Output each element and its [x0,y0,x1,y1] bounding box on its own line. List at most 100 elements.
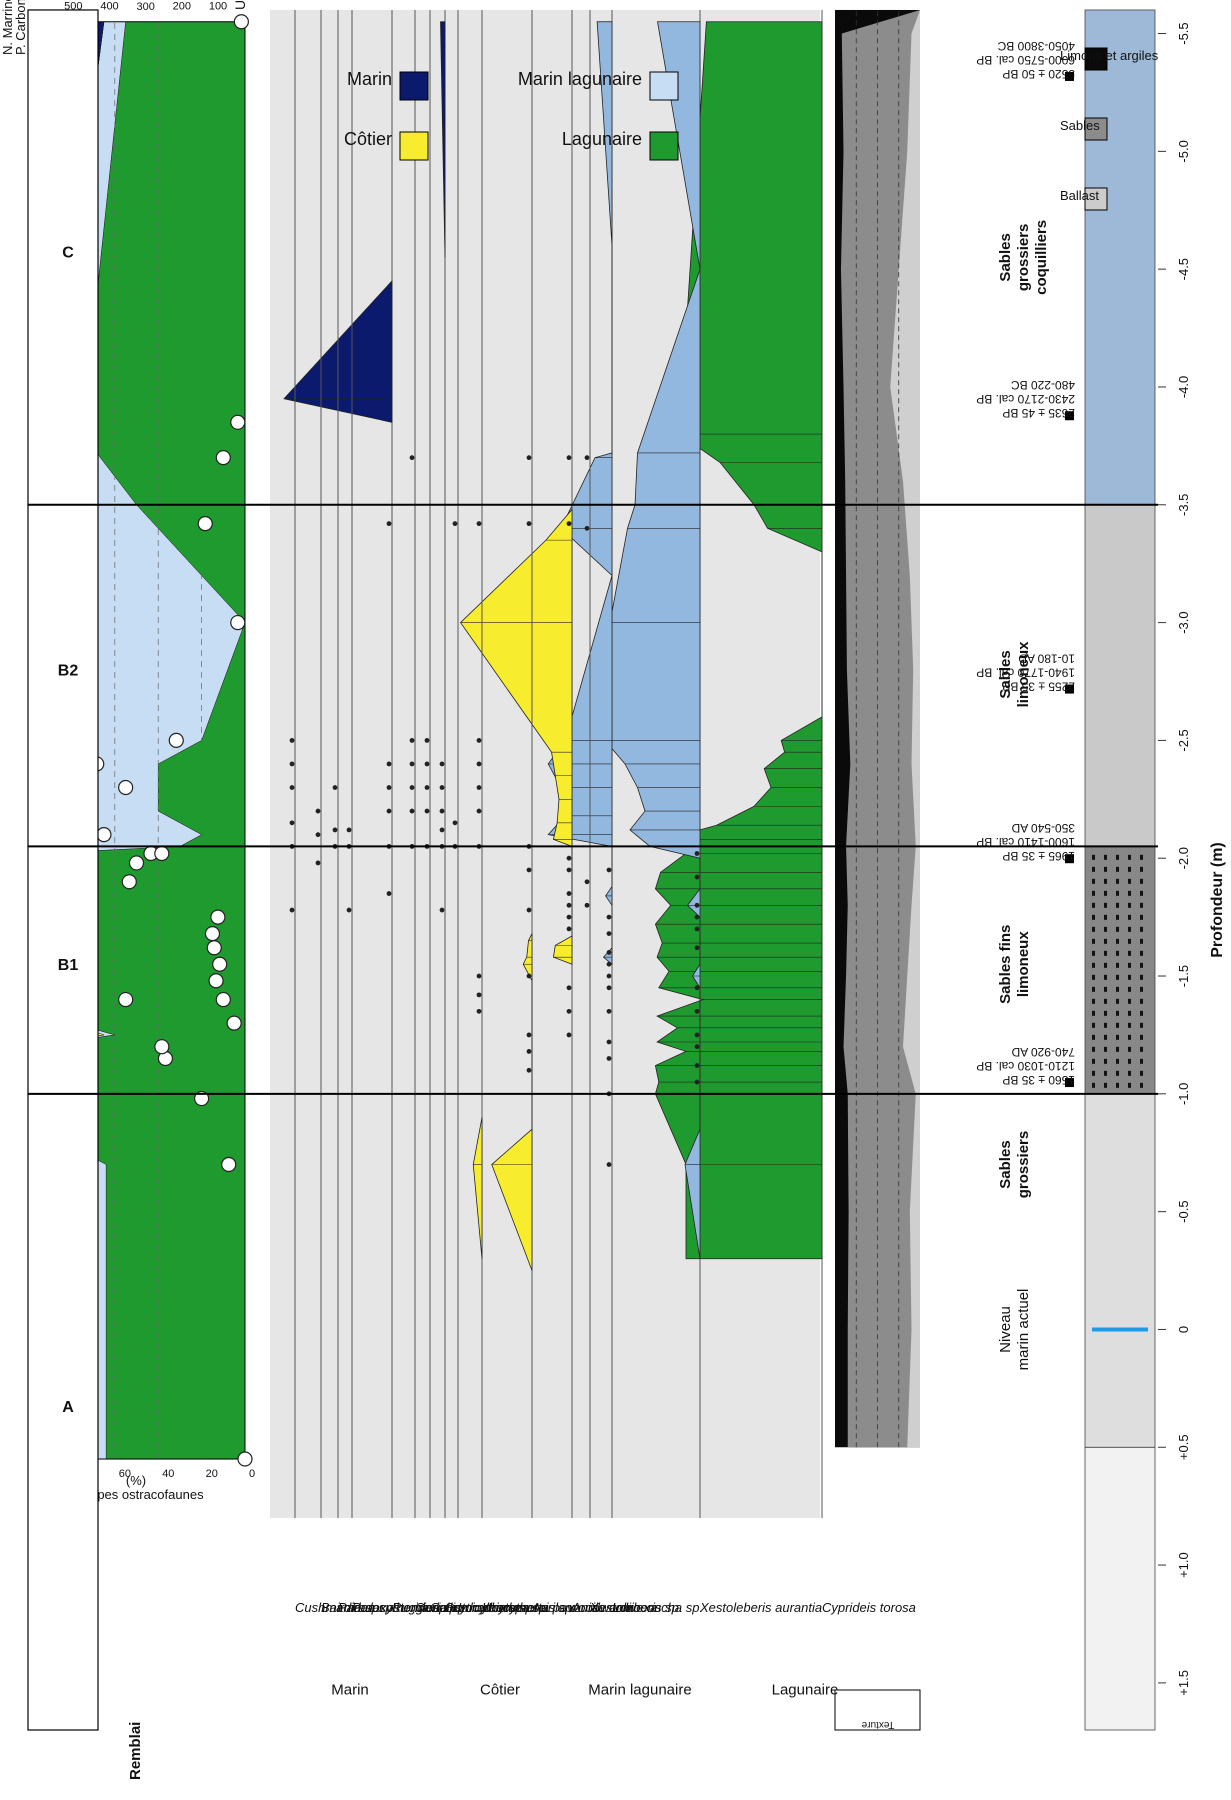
lithology-label: coquilliers [1033,220,1050,295]
lithology-pattern-dash [1092,1058,1095,1064]
presence-dot [289,820,295,826]
lithology-label: Sables fins [997,925,1014,1004]
groupes-pct-tick: 60 [119,1468,131,1480]
lithology-pattern-dash [1092,1046,1095,1052]
count-marker [230,414,246,430]
presence-dot [566,521,572,527]
presence-dot [606,1008,612,1014]
date-label: 1210-1030 cal. BP [976,1059,1075,1073]
count-marker [221,1156,237,1173]
presence-dot [566,1008,572,1014]
presence-dot [439,827,445,833]
texture-ballast-area [890,9,920,1448]
niveau-marin-label: marin actuel [1015,1289,1032,1371]
date-label: 2255 ± 35 BP [1002,680,1075,694]
lithology-layer [1084,846,1156,1095]
date-marker [1065,411,1074,421]
lithology-pattern-dash [1104,962,1107,968]
presence-dot [566,914,572,920]
texture-title-box [834,1689,921,1731]
lithology-pattern-dash [1092,1022,1095,1028]
groupes-pct-tick: 40 [162,1468,174,1480]
count-marker [96,827,112,843]
depth-tick-label: -0.5 [1176,1200,1191,1222]
lithology-pattern-dash [1128,1058,1131,1064]
group-title: Côtier [480,1682,520,1699]
date-label: 1560 ± 35 BP [1002,1073,1075,1087]
lithology-pattern-dash [1128,1034,1131,1040]
species-curve [547,21,613,966]
group-title: Marin [331,1682,369,1699]
lithology-pattern-dash [1092,926,1095,932]
group-title: Lagunaire [772,1682,839,1699]
presence-dot [476,521,482,527]
species-label: Callistocythere sp. [430,1600,536,1615]
presence-dot [439,907,445,913]
lithology-pattern-dash [1116,1022,1119,1028]
species-label: Loculicytheretta pavonia [458,1600,598,1615]
groupes-n-tick: 300 [137,1,155,13]
lithology-label: grossiers [1015,224,1032,292]
lithology-pattern-dash [1116,938,1119,944]
presence-dot [526,1049,532,1054]
lithology-pattern-dash [1128,878,1131,884]
lithology-pattern-dash [1104,938,1107,944]
presence-dot [439,761,445,767]
presence-dot [289,761,295,767]
chart-layer: Profondeur (m) +1.5 +1.0 +0.5 0 -0.5 -1.0 -1.5 -… [27,1,1226,1731]
lithology-pattern-dash [1092,1034,1095,1040]
texture-title: Texture [861,1719,894,1730]
presence-dot [315,860,321,866]
lithology-pattern-dash [1116,854,1119,860]
units-title: Unité [232,0,248,10]
depth-axis-label: Profondeur (m) [1209,842,1226,958]
unit-label: A [62,1399,74,1416]
legend-lithology-swatch [1084,117,1108,141]
presence-dot [694,1079,700,1085]
presence-dot [694,926,700,932]
presence-dot [289,907,295,913]
lithology-pattern-dash [1092,986,1095,992]
lithology-pattern-dash [1104,974,1107,980]
lithology-pattern-dash [1116,962,1119,968]
lithology-pattern-dash [1092,950,1095,956]
depth-tick-label: -3.5 [1176,494,1191,516]
count-marker [204,926,221,942]
groupes-title-unit: (%) [126,1473,146,1488]
lithology-pattern-dash [1140,890,1143,896]
lithology-pattern-dash [1104,878,1107,884]
presence-dot [452,521,458,527]
species-label: Cushmanidea sp. [295,1600,396,1615]
presence-dot [566,985,572,991]
presence-dot [694,1063,700,1068]
groupes-pct-tick: 20 [206,1468,218,1480]
lithology-pattern-dash [1128,962,1131,968]
date-label: 740-920 AD [1011,1045,1075,1059]
lithology-pattern-dash [1128,854,1131,860]
lithology-pattern-dash [1140,926,1143,932]
count-marker [118,779,134,796]
date-label: 1940-1770 cal. BP [976,666,1075,680]
presence-dot [476,737,482,743]
lithology-pattern-dash [1116,998,1119,1004]
lithology-pattern-dash [1140,1046,1143,1052]
lithology-pattern-dash [1140,1058,1143,1064]
legend-lithology-label: Limons et argiles [1060,48,1159,63]
presence-dot [476,808,482,814]
date-marker [1065,684,1074,694]
lithology-pattern-dash [1092,1010,1095,1016]
lithology-pattern-dash [1128,1082,1131,1088]
lithology-pattern-dash [1116,1058,1119,1064]
lithology-pattern-dash [1140,950,1143,956]
species-label: Paracytheridea sp. [352,1600,460,1615]
count-marker [212,956,228,972]
lithology-pattern-dash [1104,1082,1107,1088]
depth-tick-label: +1.5 [1176,1670,1191,1696]
presence-dot [289,785,295,790]
lithology-pattern-dash [1140,998,1143,1004]
presence-dot [606,867,612,873]
presence-dot [332,785,338,790]
presence-dot [409,808,415,814]
date-label: 5520 ± 50 BP [1002,67,1075,81]
